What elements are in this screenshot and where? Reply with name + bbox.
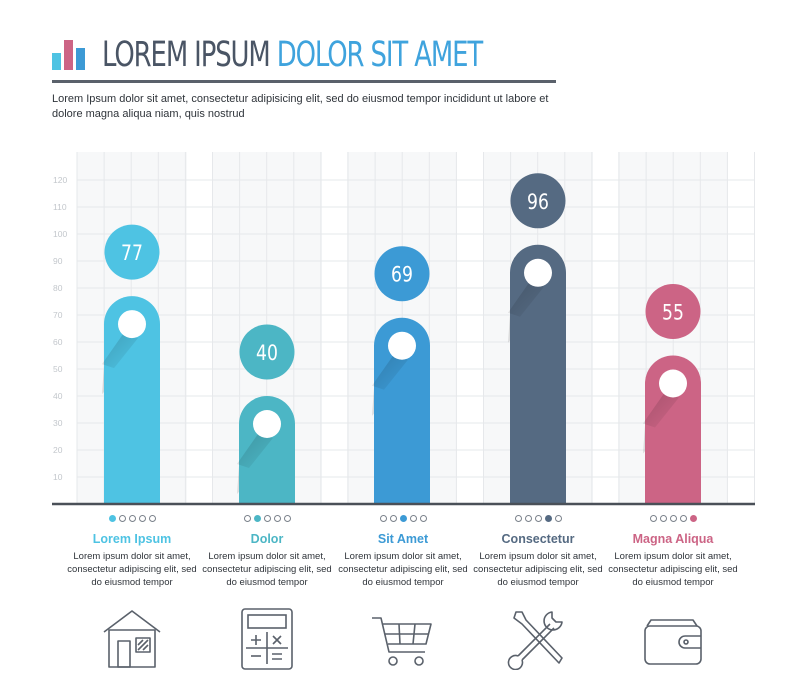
category-title: Sit Amet <box>377 532 429 546</box>
title-part-1: LOREM IPSUM <box>102 35 271 75</box>
tools-icon <box>507 611 563 670</box>
y-tick-label: 40 <box>53 391 63 401</box>
pagination-dot <box>253 515 261 522</box>
pagination-dot <box>263 515 271 522</box>
bar-group: 40 <box>237 324 295 504</box>
data-label: 69 <box>391 262 413 287</box>
pagination-dot <box>669 515 677 522</box>
pagination-dot <box>138 515 146 522</box>
y-tick-label: 110 <box>53 202 67 212</box>
pagination-dot <box>419 515 427 522</box>
category-description: Lorem ipsum dolor sit amet, consectetur … <box>67 551 197 588</box>
bar-knob <box>118 310 146 339</box>
pagination-dot <box>409 515 417 522</box>
y-tick-label: 120 <box>53 175 67 185</box>
y-tick-label: 60 <box>53 337 63 347</box>
pagination-dot <box>148 515 156 522</box>
pagination-dots <box>603 515 743 523</box>
data-label: 96 <box>527 189 549 214</box>
title-part-2: DOLOR SIT AMET <box>276 35 483 75</box>
bar <box>645 355 701 504</box>
pagination-dots <box>197 515 337 523</box>
pagination-dot <box>524 515 532 522</box>
page-title: LOREM IPSUM DOLOR SIT AMET <box>102 34 483 76</box>
category-magna-aliqua: Magna Aliqua Lorem ipsum dolor sit amet,… <box>603 515 743 665</box>
shopping-cart-icon <box>372 617 432 666</box>
pagination-dot <box>108 515 116 522</box>
data-label: 55 <box>662 300 684 325</box>
data-label: 40 <box>256 340 278 365</box>
pagination-dot <box>554 515 562 522</box>
category-consectetur: Consectetur Lorem ipsum dolor sit amet, … <box>468 515 608 670</box>
category-description: Lorem ipsum dolor sit amet, consectetur … <box>338 551 468 588</box>
category-description: Lorem ipsum dolor sit amet, consectetur … <box>608 551 738 588</box>
bar-chart-logo-icon <box>52 40 85 70</box>
pagination-dot <box>399 515 407 522</box>
calculator-icon <box>241 608 293 670</box>
intro-text: Lorem Ipsum dolor sit amet, consectetur … <box>52 93 549 120</box>
pagination-dots <box>62 515 202 523</box>
pagination-dot <box>659 515 667 522</box>
pagination-dot <box>273 515 281 522</box>
bar-group: 69 <box>372 246 430 504</box>
y-tick-label: 70 <box>53 310 63 320</box>
y-tick-label: 10 <box>53 472 63 482</box>
pagination-dot <box>544 515 552 522</box>
bar-knob-shadow <box>237 434 273 468</box>
y-tick-label: 30 <box>53 418 63 428</box>
category-sit-amet: Sit Amet Lorem ipsum dolor sit amet, con… <box>333 515 473 666</box>
bar-group: 96 <box>508 173 566 504</box>
category-title: Magna Aliqua <box>632 532 714 546</box>
y-tick-label: 50 <box>53 364 63 374</box>
bar-knob-shadow <box>102 334 138 369</box>
bar-group: 77 <box>102 224 160 504</box>
pagination-dot <box>389 515 397 522</box>
pagination-dot <box>679 515 687 522</box>
bar <box>239 396 295 504</box>
pagination-dot <box>649 515 657 522</box>
pagination-dot <box>534 515 542 522</box>
pagination-dot <box>689 515 697 522</box>
bar-chart: 10 20 30 40 50 60 70 80 90 100 110 120 77 40 69 96 55 <box>52 152 755 506</box>
category-lorem-ipsum: Lorem Ipsum Lorem ipsum dolor sit amet, … <box>62 515 202 668</box>
pagination-dot <box>243 515 251 522</box>
pagination-dot <box>128 515 136 522</box>
pagination-dots <box>468 515 608 523</box>
y-tick-label: 80 <box>53 283 63 293</box>
bar-knob <box>659 369 687 398</box>
bar-knob-shadow <box>372 355 408 390</box>
category-description: Lorem ipsum dolor sit amet, consectetur … <box>202 551 332 588</box>
pagination-dot <box>379 515 387 522</box>
data-label: 77 <box>121 240 143 265</box>
category-title: Dolor <box>250 532 284 546</box>
wallet-icon <box>644 619 702 665</box>
pagination-dot <box>118 515 126 522</box>
value-bubble <box>239 324 295 380</box>
y-tick-label: 100 <box>53 229 67 239</box>
y-tick-label: 90 <box>53 256 63 266</box>
category-description: Lorem ipsum dolor sit amet, consectetur … <box>473 551 603 588</box>
value-bubble <box>510 173 566 229</box>
bar-knob <box>524 258 552 287</box>
pagination-dots <box>333 515 473 523</box>
title-divider <box>52 80 556 83</box>
value-bubble <box>645 284 701 339</box>
bar-knob <box>253 410 281 438</box>
pagination-dot <box>514 515 522 522</box>
bar-group: 55 <box>643 284 701 504</box>
category-title: Lorem Ipsum <box>92 532 172 546</box>
y-tick-label: 20 <box>53 445 63 455</box>
pagination-dot <box>283 515 291 522</box>
value-bubble <box>104 224 160 280</box>
house-icon <box>103 610 161 668</box>
category-title: Consectetur <box>501 532 575 546</box>
category-dolor: Dolor Lorem ipsum dolor sit amet, consec… <box>197 515 337 670</box>
value-bubble <box>374 246 430 302</box>
bar-knob-shadow <box>643 393 679 428</box>
bar-knob <box>388 331 416 360</box>
bar-knob-shadow <box>508 282 544 317</box>
